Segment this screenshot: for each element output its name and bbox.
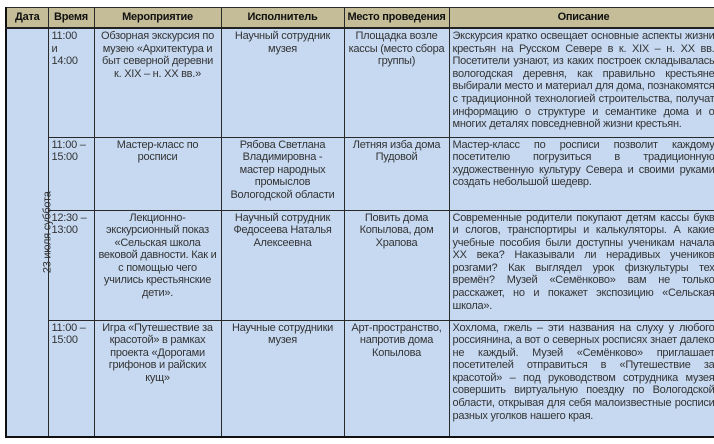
header-time: Время <box>47 7 95 29</box>
time-cell: 11:00 – 15:00 <box>47 136 95 211</box>
place-cell: Площадка возле кассы (место сбора группы… <box>343 27 450 138</box>
event-cell: Обзорная экскурсия по музею «Архитектура… <box>93 27 222 138</box>
header-performer: Исполнитель <box>220 7 345 29</box>
event-cell: Игра «Путешествие за красотой» в рамках … <box>93 319 222 438</box>
header-description: Описание <box>448 7 714 29</box>
place-cell: Летняя изба дома Пудовой <box>343 136 450 211</box>
date-cell: 23 июля суббота <box>5 27 54 438</box>
event-cell: Мастер-класс по росписи <box>93 136 222 211</box>
header-date: Дата <box>5 7 49 29</box>
event-cell: Лекционно-экскурсионный показ «Сельская … <box>93 209 222 321</box>
performer-cell: Рябова Светлана Владимировна - мастер на… <box>220 136 345 211</box>
time-cell: 12:30 – 13:00 <box>47 209 95 321</box>
table-row: 12:30 – 13:00 Лекционно-экскурсионный пок… <box>6 209 714 321</box>
description-cell: Мастер-класс по росписи позволит каждому… <box>448 136 714 211</box>
table-row: 23 июля суббота 11:00 и 14:00 Обзорная экс… <box>5 27 714 438</box>
performer-cell: Научный сотрудник музея <box>220 27 345 138</box>
schedule-table: Дата Время Мероприятие Исполнитель Место… <box>5 7 714 438</box>
time-cell: 11:00 и 14:00 <box>47 27 95 138</box>
performer-cell: Научный сотрудник Федосеева Наталья Алек… <box>220 209 345 321</box>
time-cell: 11:00 – 15:00 <box>47 319 95 438</box>
description-cell: Экскурсия кратко освещает основные аспек… <box>448 27 714 138</box>
description-cell: Современные родители покупают детям касс… <box>448 209 714 321</box>
header-row: Дата Время Мероприятие Исполнитель Место… <box>5 7 714 29</box>
table-row: 11:00 – 15:00 Игра «Путешествие за красот… <box>6 319 714 438</box>
date-label: 23 июля суббота <box>41 191 54 274</box>
table-row: 11:00 – 15:00 Мастер-класс по росписи Рябо… <box>6 136 714 211</box>
place-cell: Повить дома Копылова, дом Храпова <box>343 209 450 321</box>
header-event: Мероприятие <box>93 7 222 29</box>
performer-cell: Научные сотрудники музея <box>220 319 345 438</box>
description-cell: Хохлома, гжель – эти названия на слуху у… <box>448 319 714 438</box>
header-place: Место проведения <box>343 7 450 29</box>
place-cell: Арт-пространство, напротив дома Копылова <box>343 319 450 438</box>
